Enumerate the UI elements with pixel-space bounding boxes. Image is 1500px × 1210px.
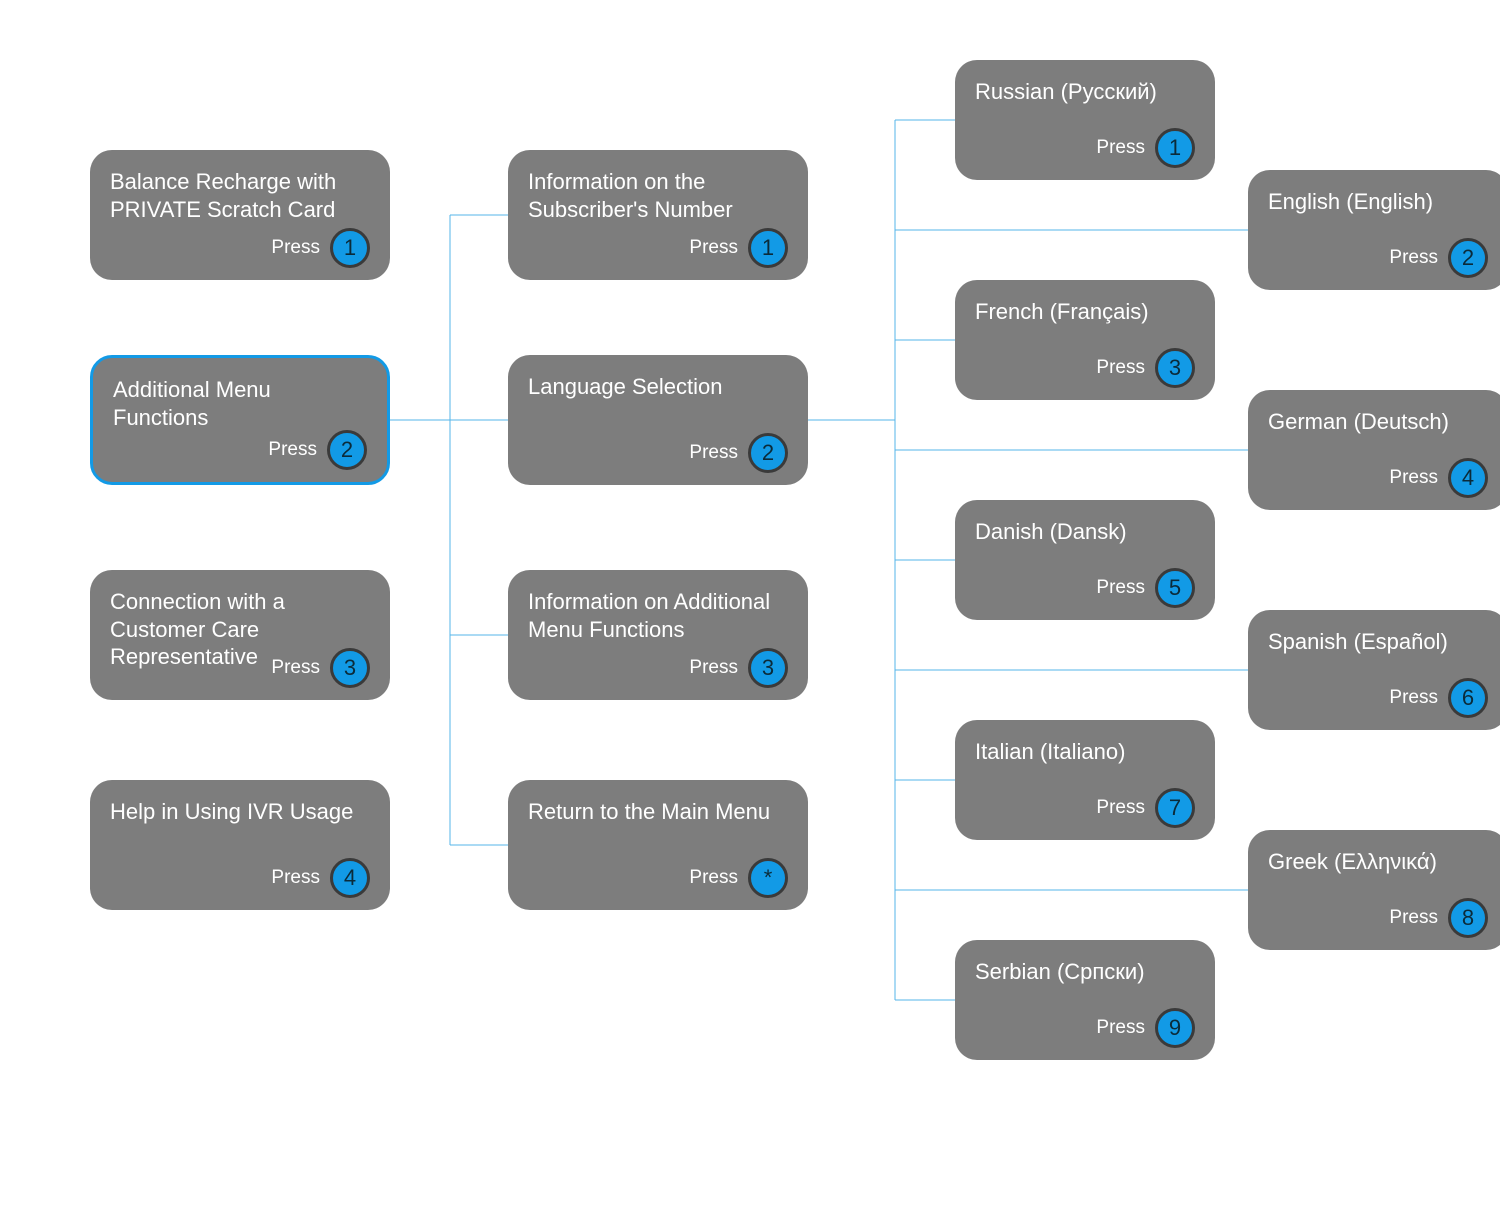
key-button[interactable]: 6 <box>1448 678 1488 718</box>
node-title: German (Deutsch) <box>1268 408 1488 436</box>
node-title: Language Selection <box>528 373 788 401</box>
node-title: Information on the Subscriber's Number <box>528 168 788 223</box>
press-label: Press <box>1389 246 1438 270</box>
node-russian[interactable]: Russian (Русский) Press 1 <box>955 60 1215 180</box>
press-wrap: Press 1 <box>1096 128 1195 168</box>
node-subinfo[interactable]: Information on the Subscriber's Number Pr… <box>508 150 808 280</box>
press-label: Press <box>1389 686 1438 710</box>
node-title: Italian (Italiano) <box>975 738 1195 766</box>
node-title: Additional Menu Functions <box>113 376 367 431</box>
node-addmenu[interactable]: Additional Menu Functions Press 2 <box>90 355 390 485</box>
node-german[interactable]: German (Deutsch) Press 4 <box>1248 390 1500 510</box>
key-button[interactable]: 4 <box>1448 458 1488 498</box>
node-title: Information on Additional Menu Functions <box>528 588 788 643</box>
node-french[interactable]: French (Français) Press 3 <box>955 280 1215 400</box>
press-label: Press <box>271 656 320 680</box>
node-title: Serbian (Српски) <box>975 958 1195 986</box>
key-button[interactable]: 5 <box>1155 568 1195 608</box>
key-button[interactable]: 9 <box>1155 1008 1195 1048</box>
press-wrap: Press 8 <box>1389 898 1488 938</box>
press-wrap: Press 2 <box>689 433 788 473</box>
key-button[interactable]: 7 <box>1155 788 1195 828</box>
node-title: Help in Using IVR Usage <box>110 798 370 826</box>
press-wrap: Press 3 <box>1096 348 1195 388</box>
node-serbian[interactable]: Serbian (Српски) Press 9 <box>955 940 1215 1060</box>
node-title: Greek (Ελληνικά) <box>1268 848 1488 876</box>
press-label: Press <box>1389 466 1438 490</box>
node-langsel[interactable]: Language Selection Press 2 <box>508 355 808 485</box>
press-label: Press <box>1389 906 1438 930</box>
press-label: Press <box>689 441 738 465</box>
key-button[interactable]: 2 <box>748 433 788 473</box>
press-label: Press <box>268 438 317 462</box>
key-button[interactable]: 2 <box>327 430 367 470</box>
press-label: Press <box>271 866 320 890</box>
press-label: Press <box>689 866 738 890</box>
node-title: Spanish (Español) <box>1268 628 1488 656</box>
press-wrap: Press * <box>689 858 788 898</box>
press-wrap: Press 5 <box>1096 568 1195 608</box>
node-title: English (English) <box>1268 188 1488 216</box>
press-wrap: Press 9 <box>1096 1008 1195 1048</box>
node-custcare[interactable]: Connection with a Customer Care Represen… <box>90 570 390 700</box>
node-danish[interactable]: Danish (Dansk) Press 5 <box>955 500 1215 620</box>
node-spanish[interactable]: Spanish (Español) Press 6 <box>1248 610 1500 730</box>
key-button[interactable]: 8 <box>1448 898 1488 938</box>
press-wrap: Press 2 <box>268 430 367 470</box>
node-title: Return to the Main Menu <box>528 798 788 826</box>
press-wrap: Press 6 <box>1389 678 1488 718</box>
press-label: Press <box>1096 576 1145 600</box>
node-title: French (Français) <box>975 298 1195 326</box>
node-title: Russian (Русский) <box>975 78 1195 106</box>
key-button[interactable]: 1 <box>748 228 788 268</box>
node-english[interactable]: English (English) Press 2 <box>1248 170 1500 290</box>
press-wrap: Press 2 <box>1389 238 1488 278</box>
press-wrap: Press 3 <box>689 648 788 688</box>
node-title: Balance Recharge with PRIVATE Scratch Ca… <box>110 168 370 223</box>
press-wrap: Press 1 <box>271 228 370 268</box>
press-label: Press <box>1096 796 1145 820</box>
key-button[interactable]: 4 <box>330 858 370 898</box>
key-button[interactable]: 3 <box>330 648 370 688</box>
node-balance[interactable]: Balance Recharge with PRIVATE Scratch Ca… <box>90 150 390 280</box>
node-italian[interactable]: Italian (Italiano) Press 7 <box>955 720 1215 840</box>
node-helpivr[interactable]: Help in Using IVR Usage Press 4 <box>90 780 390 910</box>
key-button[interactable]: 1 <box>330 228 370 268</box>
key-button[interactable]: 1 <box>1155 128 1195 168</box>
press-label: Press <box>1096 1016 1145 1040</box>
node-addinfo[interactable]: Information on Additional Menu Functions… <box>508 570 808 700</box>
press-wrap: Press 1 <box>689 228 788 268</box>
press-label: Press <box>689 656 738 680</box>
key-button[interactable]: * <box>748 858 788 898</box>
key-button[interactable]: 3 <box>748 648 788 688</box>
node-title: Danish (Dansk) <box>975 518 1195 546</box>
node-return[interactable]: Return to the Main Menu Press * <box>508 780 808 910</box>
key-button[interactable]: 3 <box>1155 348 1195 388</box>
press-wrap: Press 3 <box>271 648 370 688</box>
press-wrap: Press 7 <box>1096 788 1195 828</box>
key-button[interactable]: 2 <box>1448 238 1488 278</box>
press-wrap: Press 4 <box>271 858 370 898</box>
press-label: Press <box>1096 136 1145 160</box>
press-label: Press <box>1096 356 1145 380</box>
node-greek[interactable]: Greek (Ελληνικά) Press 8 <box>1248 830 1500 950</box>
press-label: Press <box>271 236 320 260</box>
press-label: Press <box>689 236 738 260</box>
press-wrap: Press 4 <box>1389 458 1488 498</box>
